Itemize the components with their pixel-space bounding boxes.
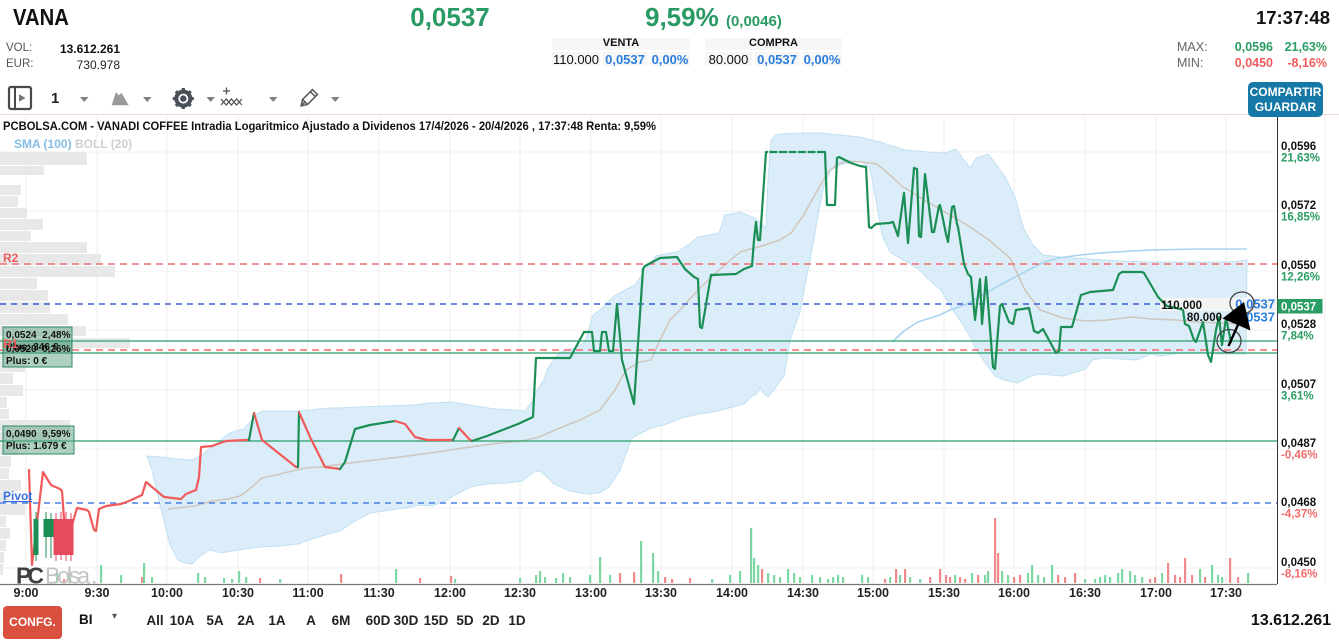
svg-text:15:00: 15:00 <box>857 586 889 600</box>
svg-text:12,26%: 12,26% <box>1281 272 1320 284</box>
svg-text:-4,37%: -4,37% <box>1281 509 1317 521</box>
svg-text:Plus: 0 €: Plus: 0 € <box>6 356 48 367</box>
svg-text:17:30: 17:30 <box>1210 586 1242 600</box>
svg-text:0,0520 0,26%: 0,0520 0,26% <box>6 344 71 355</box>
svg-text:15:30: 15:30 <box>928 586 960 600</box>
svg-text:14:00: 14:00 <box>716 586 748 600</box>
svg-text:12:00: 12:00 <box>434 586 466 600</box>
svg-text:.: . <box>91 563 97 589</box>
svg-text:14:30: 14:30 <box>787 586 819 600</box>
svg-text:0,0524 2,48%: 0,0524 2,48% <box>6 330 71 341</box>
svg-text:0,0528: 0,0528 <box>1281 319 1317 331</box>
svg-text:0,0450: 0,0450 <box>1281 557 1316 569</box>
svg-text:PCBOLSA.COM - VANADI COFFEE In: PCBOLSA.COM - VANADI COFFEE Intradia Log… <box>3 119 656 133</box>
svg-text:10:00: 10:00 <box>151 586 183 600</box>
svg-text:0,0507: 0,0507 <box>1281 379 1316 391</box>
svg-text:13:00: 13:00 <box>575 586 607 600</box>
svg-text:11:30: 11:30 <box>363 586 394 600</box>
svg-text:0,0550: 0,0550 <box>1281 260 1316 272</box>
svg-text:9:00: 9:00 <box>13 586 38 600</box>
svg-text:10:30: 10:30 <box>222 586 254 600</box>
svg-text:17:00: 17:00 <box>1140 586 1172 600</box>
svg-text:Pivot: Pivot <box>3 489 32 503</box>
svg-text:0,0487: 0,0487 <box>1281 438 1316 450</box>
svg-text:BOLL (20): BOLL (20) <box>75 137 132 151</box>
svg-text:12:30: 12:30 <box>504 586 536 600</box>
svg-text:0,0490 9,59%: 0,0490 9,59% <box>6 429 71 440</box>
svg-text:1: 1 <box>51 90 59 107</box>
svg-text:80.000: 80.000 <box>1187 312 1222 324</box>
svg-text:16:00: 16:00 <box>998 586 1030 600</box>
svg-text:Plus: 1.679 €: Plus: 1.679 € <box>6 441 67 452</box>
svg-text:11:00: 11:00 <box>292 586 323 600</box>
svg-text:R2: R2 <box>3 251 19 265</box>
svg-text:-8,16%: -8,16% <box>1281 569 1317 581</box>
svg-text:16:30: 16:30 <box>1069 586 1101 600</box>
svg-text:0,0537: 0,0537 <box>1281 302 1316 314</box>
svg-text:21,63%: 21,63% <box>1281 153 1320 165</box>
svg-text:SMA (100): SMA (100) <box>14 137 72 151</box>
svg-text:13:30: 13:30 <box>645 586 677 600</box>
svg-text:Plus: 346 €: Plus: 346 € <box>6 342 59 353</box>
svg-text:9:30: 9:30 <box>84 586 109 600</box>
svg-text:-0,46%: -0,46% <box>1281 450 1317 462</box>
svg-text:R1: R1 <box>3 337 19 351</box>
svg-text:3,61%: 3,61% <box>1281 391 1314 403</box>
svg-text:110.000: 110.000 <box>1161 300 1202 312</box>
svg-text:0,0572: 0,0572 <box>1281 200 1316 212</box>
svg-text:0,0468: 0,0468 <box>1281 497 1317 509</box>
svg-text:16,85%: 16,85% <box>1281 212 1320 224</box>
svg-text:0,0596: 0,0596 <box>1281 141 1316 153</box>
svg-text:7,84%: 7,84% <box>1281 331 1314 343</box>
